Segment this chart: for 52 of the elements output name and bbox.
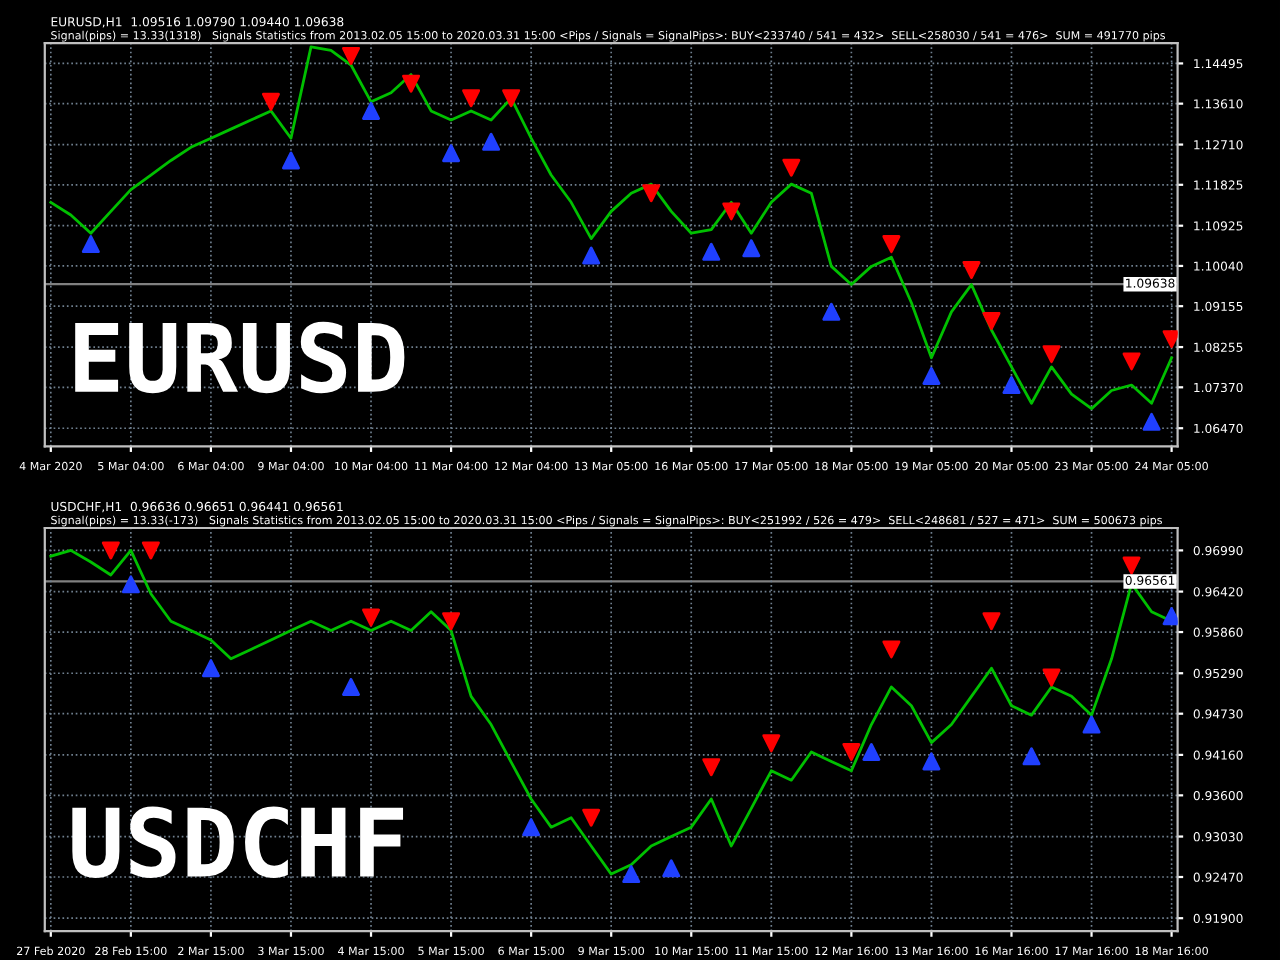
point [1162,607,1178,626]
point [642,184,661,203]
point [922,752,941,771]
point [982,612,1001,631]
point [402,74,421,93]
point [1122,352,1141,371]
point [1042,668,1061,687]
point [762,734,781,753]
point [1082,715,1101,734]
point [1042,345,1061,364]
point [362,608,381,627]
point [922,366,941,385]
point [442,144,461,163]
point [842,743,861,761]
point [582,808,601,827]
point [362,101,381,120]
point [782,158,801,177]
point [522,818,541,837]
point [1162,330,1178,349]
point [342,677,361,696]
point [662,859,681,878]
point [121,575,140,594]
point [722,202,741,221]
point [201,659,220,678]
point [622,865,641,884]
point [101,541,120,560]
point [482,132,501,151]
point [442,612,461,631]
point [742,239,761,258]
annotation: EURUSD [75,321,405,394]
point [141,541,160,560]
point [882,640,901,659]
line-series [49,45,1173,411]
point [1022,747,1041,766]
point [982,311,1001,330]
point [882,235,901,254]
point [1142,412,1161,431]
point [261,92,280,111]
point [822,302,841,321]
point [702,242,721,261]
point [862,743,881,761]
point [962,261,981,280]
point [502,89,521,108]
point [81,235,100,254]
point [281,151,300,170]
point [342,46,361,65]
annotation: USDCHF [72,806,404,878]
point [462,89,481,108]
point [582,246,601,265]
point [1002,376,1021,395]
point [1122,556,1141,575]
point [702,758,721,777]
